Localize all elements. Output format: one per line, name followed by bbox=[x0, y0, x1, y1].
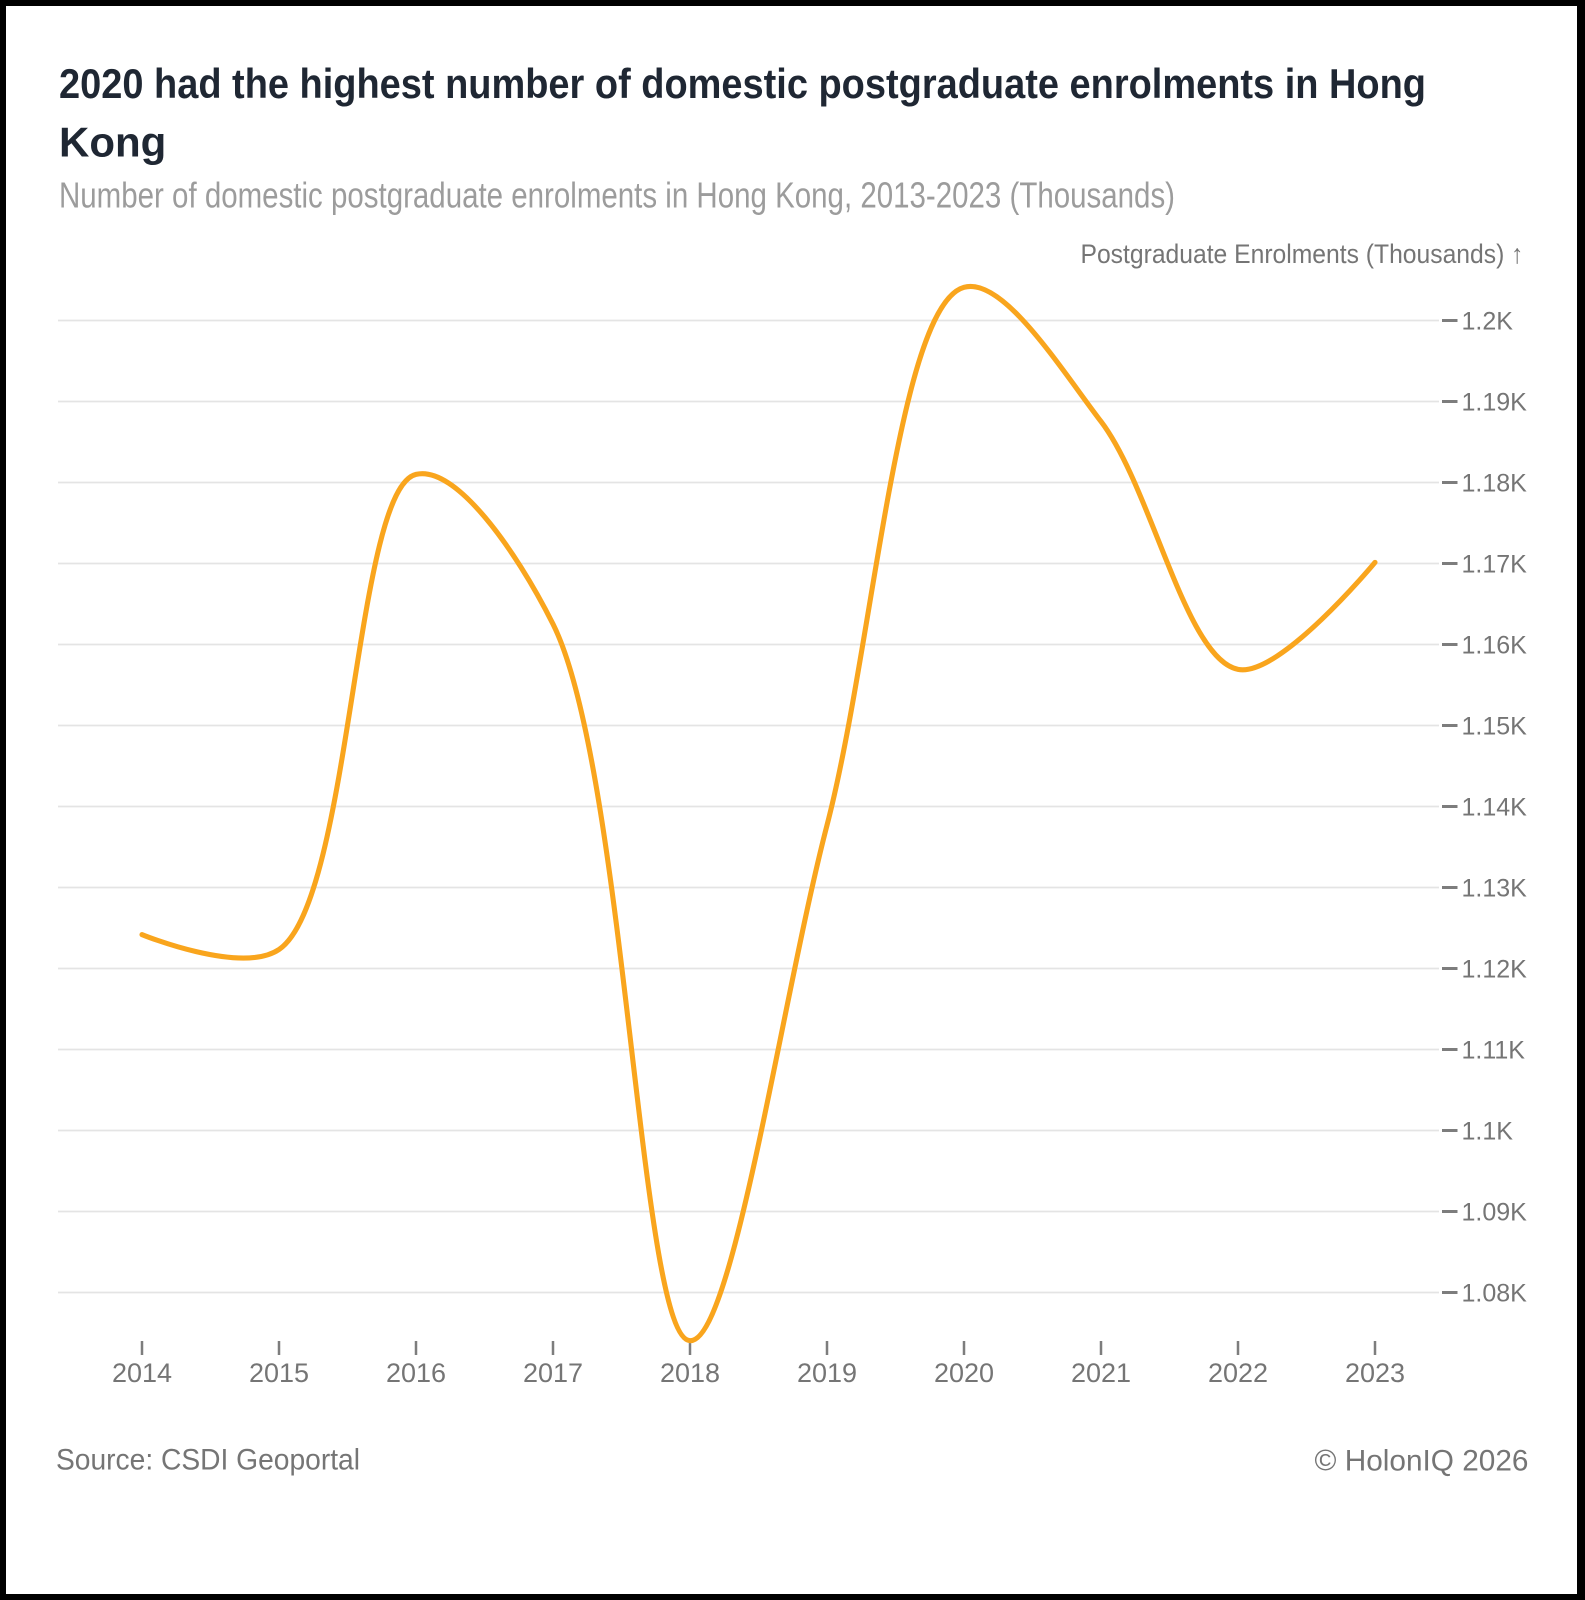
svg-text:1.11K: 1.11K bbox=[1462, 1036, 1526, 1064]
svg-text:2015: 2015 bbox=[249, 1358, 309, 1388]
svg-text:2016: 2016 bbox=[386, 1358, 446, 1388]
svg-text:1.09K: 1.09K bbox=[1462, 1198, 1528, 1226]
svg-text:Postgraduate Enrolments (Thous: Postgraduate Enrolments (Thousands) ↑ bbox=[1081, 239, 1524, 269]
svg-text:2014: 2014 bbox=[112, 1358, 172, 1388]
svg-text:2023: 2023 bbox=[1345, 1358, 1405, 1388]
svg-text:1.13K: 1.13K bbox=[1462, 874, 1528, 902]
svg-text:1.12K: 1.12K bbox=[1462, 955, 1528, 983]
svg-text:1.2K: 1.2K bbox=[1462, 307, 1514, 335]
svg-text:2022: 2022 bbox=[1208, 1358, 1268, 1388]
svg-text:2017: 2017 bbox=[523, 1358, 583, 1388]
svg-text:2018: 2018 bbox=[660, 1358, 720, 1388]
svg-text:1.17K: 1.17K bbox=[1462, 550, 1528, 578]
svg-text:1.08K: 1.08K bbox=[1462, 1279, 1528, 1307]
svg-text:1.15K: 1.15K bbox=[1462, 712, 1528, 740]
svg-text:1.16K: 1.16K bbox=[1462, 631, 1528, 659]
svg-text:2019: 2019 bbox=[797, 1358, 857, 1388]
svg-text:1.14K: 1.14K bbox=[1462, 793, 1528, 821]
svg-text:1.18K: 1.18K bbox=[1462, 469, 1528, 497]
svg-text:2020 had the highest number of: 2020 had the highest number of domestic … bbox=[59, 60, 1426, 107]
svg-text:Number of domestic postgraduat: Number of domestic postgraduate enrolmen… bbox=[59, 175, 1175, 216]
svg-text:Source: CSDI Geoportal: Source: CSDI Geoportal bbox=[56, 1444, 360, 1477]
svg-text:1.1K: 1.1K bbox=[1462, 1117, 1514, 1145]
svg-text:© HolonIQ 2026: © HolonIQ 2026 bbox=[1315, 1445, 1529, 1478]
svg-text:Kong: Kong bbox=[59, 119, 166, 166]
svg-text:1.19K: 1.19K bbox=[1462, 388, 1528, 416]
svg-text:2021: 2021 bbox=[1071, 1358, 1131, 1388]
svg-text:2020: 2020 bbox=[934, 1358, 994, 1388]
